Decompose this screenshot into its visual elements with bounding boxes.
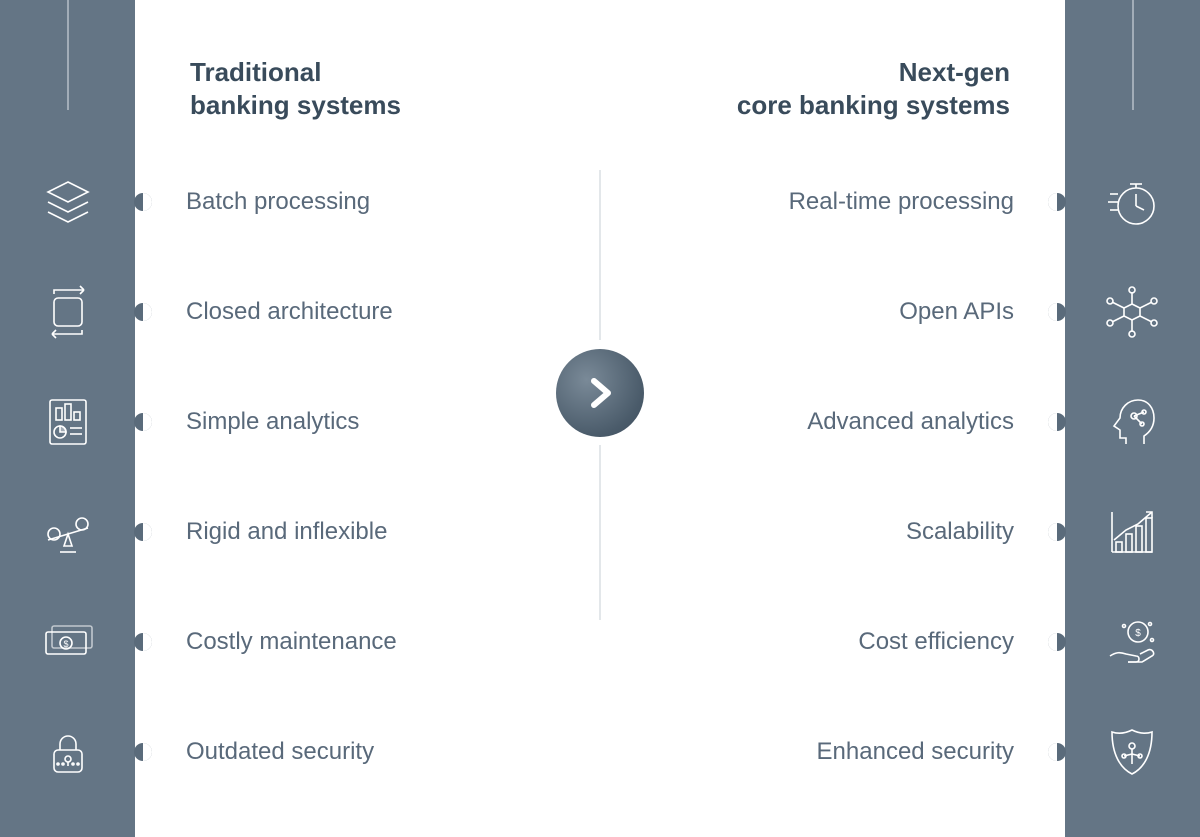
right-row-2: Advanced analytics xyxy=(787,390,1080,454)
left-item-label: Simple analytics xyxy=(166,408,379,436)
bullet-icon xyxy=(134,743,152,761)
center-divider-top xyxy=(600,170,601,340)
right-heading-line2: core banking systems xyxy=(737,90,1010,120)
bullet-icon xyxy=(1048,413,1066,431)
hand-coin-icon: $ xyxy=(1100,610,1164,674)
left-row-5: Outdated security xyxy=(120,720,394,784)
box-cycle-icon xyxy=(36,280,100,344)
left-row-0: Batch processing xyxy=(120,170,390,234)
left-row-1: Closed architecture xyxy=(120,280,413,344)
right-item-label: Scalability xyxy=(886,518,1034,546)
bullet-icon xyxy=(1048,193,1066,211)
left-row-2: Simple analytics xyxy=(120,390,379,454)
report-icon xyxy=(36,390,100,454)
bullet-icon xyxy=(134,193,152,211)
bullet-icon xyxy=(1048,523,1066,541)
left-item-label: Batch processing xyxy=(166,188,390,216)
left-heading-line1: Traditional xyxy=(190,57,321,87)
balance-icon xyxy=(36,500,100,564)
left-row-3: Rigid and inflexible xyxy=(120,500,407,564)
bullet-icon xyxy=(134,413,152,431)
right-row-3: Scalability xyxy=(886,500,1080,564)
left-item-label: Rigid and inflexible xyxy=(166,518,407,546)
right-heading: Next-gen core banking systems xyxy=(737,56,1010,121)
ai-head-icon xyxy=(1100,390,1164,454)
comparison-infographic: Traditional banking systems Next-gen cor… xyxy=(0,0,1200,837)
api-network-icon xyxy=(1100,280,1164,344)
right-row-1: Open APIs xyxy=(879,280,1080,344)
right-tick xyxy=(1132,0,1133,110)
padlock-icon xyxy=(36,720,100,784)
layers-icon xyxy=(36,170,100,234)
stopwatch-icon xyxy=(1100,170,1164,234)
right-item-label: Advanced analytics xyxy=(787,408,1034,436)
right-row-4: Cost efficiency xyxy=(838,610,1080,674)
growth-chart-icon xyxy=(1100,500,1164,564)
left-tick xyxy=(67,0,68,110)
right-item-label: Enhanced security xyxy=(797,738,1034,766)
bullet-icon xyxy=(1048,743,1066,761)
left-row-4: Costly maintenance xyxy=(120,610,417,674)
chevron-right-icon xyxy=(580,373,620,413)
left-item-label: Costly maintenance xyxy=(166,628,417,656)
right-row-5: Enhanced security xyxy=(797,720,1080,784)
left-heading-line2: banking systems xyxy=(190,90,401,120)
left-item-label: Closed architecture xyxy=(166,298,413,326)
cash-icon: $ xyxy=(36,610,100,674)
right-item-label: Real-time processing xyxy=(769,188,1034,216)
left-item-label: Outdated security xyxy=(166,738,394,766)
center-divider-bottom xyxy=(600,445,601,620)
bullet-icon xyxy=(134,633,152,651)
right-heading-line1: Next-gen xyxy=(899,57,1010,87)
transition-arrow xyxy=(556,349,644,437)
bullet-icon xyxy=(134,523,152,541)
shield-icon xyxy=(1100,720,1164,784)
right-item-label: Cost efficiency xyxy=(838,628,1034,656)
bullet-icon xyxy=(1048,633,1066,651)
left-heading: Traditional banking systems xyxy=(190,56,401,121)
svg-text:$: $ xyxy=(1135,628,1141,639)
right-row-0: Real-time processing xyxy=(769,170,1080,234)
bullet-icon xyxy=(1048,303,1066,321)
right-item-label: Open APIs xyxy=(879,298,1034,326)
bullet-icon xyxy=(134,303,152,321)
